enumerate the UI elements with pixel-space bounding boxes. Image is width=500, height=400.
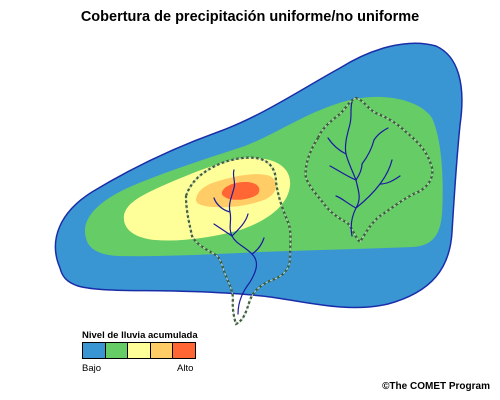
legend-title: Nivel de lluvia acumulada	[82, 330, 198, 341]
legend-low-label: Bajo	[82, 363, 102, 374]
legend-swatch-3	[128, 343, 151, 358]
legend-high-label: Alto	[177, 363, 194, 374]
left-basin-river	[213, 169, 265, 315]
diagram-title: Cobertura de precipitación uniforme/no u…	[80, 9, 420, 25]
right-basin-river	[327, 101, 401, 237]
legend-swatch-5	[173, 343, 195, 358]
rain-zone-highest	[221, 182, 260, 200]
credit-text: ©The COMET Program	[382, 381, 490, 392]
legend-swatch-4	[150, 343, 174, 358]
legend-swatch-1	[83, 343, 106, 358]
legend-swatch-2	[105, 343, 129, 358]
legend-color-scale	[82, 342, 196, 359]
